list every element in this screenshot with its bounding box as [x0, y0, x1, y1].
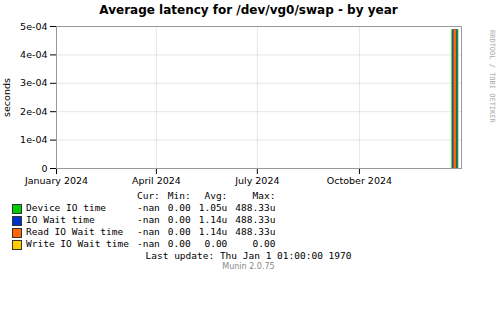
html-text:0.00: 0.00 — [204, 238, 228, 249]
html-text:0.00: 0.00 — [252, 238, 276, 249]
svg-text:October 2024: October 2024 — [327, 175, 392, 186]
svg-text:1e-04: 1e-04 — [20, 134, 47, 145]
html-text:Read IO Wait time: Read IO Wait time — [26, 226, 124, 237]
svg-text:seconds: seconds — [1, 78, 12, 117]
html-text:-nan: -nan — [137, 214, 160, 225]
html-text:RRDTOOL / TOBI OETIKER: RRDTOOL / TOBI OETIKER — [488, 30, 496, 123]
html-text:488.33u: 488.33u — [235, 214, 276, 225]
html-text:1.05u: 1.05u — [198, 202, 228, 213]
html-text:Max:: Max: — [252, 190, 276, 201]
svg-text:January 2024: January 2024 — [24, 175, 88, 186]
html-text:Average latency for /dev/vg0/s: Average latency for /dev/vg0/swap - by y… — [99, 3, 398, 17]
html-text:-nan: -nan — [137, 238, 160, 249]
svg-text:July 2024: July 2024 — [234, 175, 279, 186]
html-text:Min:: Min: — [167, 190, 191, 201]
html-text:Write IO Wait time: Write IO Wait time — [26, 238, 129, 249]
html-text:0.00: 0.00 — [167, 226, 191, 237]
html-text:488.33u: 488.33u — [235, 202, 276, 213]
html-text:-nan: -nan — [137, 202, 160, 213]
html-text:0.00: 0.00 — [167, 214, 191, 225]
html-text:0.00: 0.00 — [167, 202, 191, 213]
html-text:Munin 2.0.75: Munin 2.0.75 — [222, 262, 275, 271]
svg-text:0: 0 — [41, 163, 47, 174]
svg-text:2e-04: 2e-04 — [20, 106, 47, 117]
html-text:0.00: 0.00 — [167, 238, 191, 249]
html-text:Avg:: Avg: — [204, 190, 228, 201]
svg-text:3e-04: 3e-04 — [20, 77, 47, 88]
html-text:Cur:: Cur: — [137, 190, 160, 201]
html-text:-nan: -nan — [137, 226, 160, 237]
svg-text:4e-04: 4e-04 — [20, 49, 47, 60]
svg-text:April 2024: April 2024 — [132, 175, 181, 186]
html-text:IO Wait time: IO Wait time — [26, 214, 95, 225]
html-text:1.14u: 1.14u — [198, 226, 228, 237]
html-text:Last update: Thu Jan 1 01:00:0: Last update: Thu Jan 1 01:00:00 1970 — [145, 250, 352, 261]
html-text:1.14u: 1.14u — [198, 214, 228, 225]
html-text:Device IO time: Device IO time — [26, 202, 107, 213]
html-text:488.33u: 488.33u — [235, 226, 276, 237]
svg-text:5e-04: 5e-04 — [20, 21, 47, 32]
